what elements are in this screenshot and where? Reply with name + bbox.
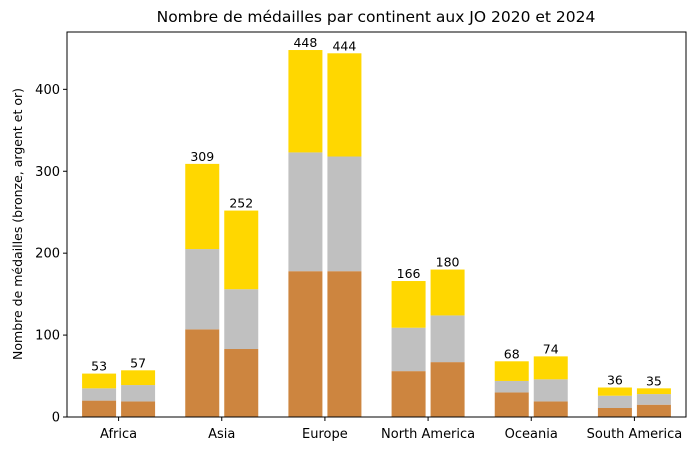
bar-segment-asia-2020-1 <box>185 249 220 330</box>
bar-segment-asia-2024-0 <box>224 349 259 417</box>
bar-segment-oceania-2020-0 <box>494 392 529 417</box>
x-tick-label: Oceania <box>505 427 558 442</box>
bar-segment-oceania-2024-1 <box>533 379 568 402</box>
bar-segment-oceania-2024-2 <box>533 356 568 380</box>
bar-segment-oceania-2024-0 <box>533 401 568 417</box>
bar-segment-south-america-2024-1 <box>636 394 671 405</box>
bar-total-label: 166 <box>397 266 421 281</box>
bar-segment-africa-2020-2 <box>82 373 117 389</box>
bar-total-label: 35 <box>646 373 662 388</box>
bar-total-label: 252 <box>229 196 253 211</box>
x-tick-label: Asia <box>208 427 235 442</box>
y-tick-label: 0 <box>52 411 60 426</box>
bar-total-label: 57 <box>130 355 146 370</box>
bar-segment-africa-2020-1 <box>82 388 117 401</box>
bar-total-label: 74 <box>543 341 559 356</box>
bar-segment-north-america-2024-0 <box>430 362 465 417</box>
bar-total-label: 53 <box>91 359 107 374</box>
bar-segment-north-america-2024-1 <box>430 315 465 363</box>
y-tick-label: 100 <box>35 329 60 344</box>
bar-segment-oceania-2020-1 <box>494 380 529 393</box>
bar-segment-asia-2020-2 <box>185 163 220 250</box>
bar-segment-europe-2020-1 <box>288 152 323 272</box>
bar-segment-south-america-2020-1 <box>597 395 632 408</box>
bar-segment-asia-2024-1 <box>224 289 259 350</box>
bar-segment-asia-2020-0 <box>185 329 220 417</box>
bar-segment-south-america-2024-0 <box>636 404 671 417</box>
bar-total-label: 309 <box>190 149 214 164</box>
bar-total-label: 68 <box>504 346 520 361</box>
y-tick-label: 300 <box>35 165 60 180</box>
bar-segment-north-america-2024-2 <box>430 269 465 316</box>
bar-segment-south-america-2024-2 <box>636 388 671 395</box>
y-axis-label: Nombre de médailles (bronze, argent et o… <box>10 88 25 360</box>
bar-total-label: 180 <box>436 255 460 270</box>
bar-segment-africa-2024-0 <box>121 401 156 417</box>
chart-title: Nombre de médailles par continent aux JO… <box>157 8 596 26</box>
bar-segment-north-america-2020-1 <box>391 327 426 372</box>
bar-segment-europe-2024-0 <box>327 271 362 417</box>
y-tick-label: 400 <box>35 83 60 98</box>
x-tick-label: North America <box>381 427 475 442</box>
bar-segment-europe-2024-2 <box>327 53 362 157</box>
bar-segment-africa-2020-0 <box>82 400 117 417</box>
bar-segment-south-america-2020-0 <box>597 407 632 417</box>
bar-segment-africa-2024-1 <box>121 385 156 402</box>
bar-segment-asia-2024-2 <box>224 210 259 290</box>
bar-total-label: 36 <box>607 373 623 388</box>
bar-total-label: 448 <box>293 35 317 50</box>
x-tick-label: Africa <box>100 427 137 442</box>
x-tick-label: South America <box>587 427 683 442</box>
bar-total-label: 444 <box>332 38 356 53</box>
x-tick-label: Europe <box>302 427 348 442</box>
plot-area: 53 57 Africa 309 252 Asia 448 444 Europe 166 180 No… <box>35 31 687 442</box>
bar-segment-north-america-2020-0 <box>391 371 426 417</box>
bar-segment-africa-2024-2 <box>121 370 156 386</box>
bar-segment-south-america-2020-2 <box>597 387 632 396</box>
bar-segment-europe-2020-0 <box>288 271 323 417</box>
bar-segment-europe-2020-2 <box>288 50 323 153</box>
y-tick-label: 200 <box>35 247 60 262</box>
bar-segment-europe-2024-1 <box>327 156 362 272</box>
bar-segment-north-america-2020-2 <box>391 281 426 328</box>
plot-frame <box>66 31 687 418</box>
bar-segment-oceania-2020-2 <box>494 361 529 381</box>
